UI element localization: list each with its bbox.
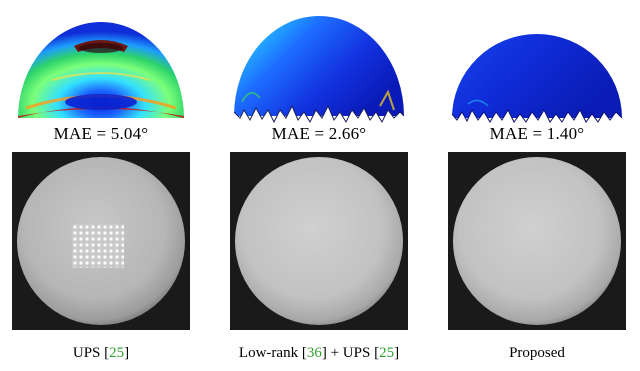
- error-map-lowrank-ups: [233, 16, 405, 124]
- panel-proposed: MAE = 1.40° Proposed: [448, 0, 626, 371]
- panel-ups: MAE = 5.04° UPS [25]: [12, 0, 190, 371]
- mae-label: MAE = 5.04°: [53, 124, 149, 143]
- rendered-sphere-ups: [12, 152, 190, 330]
- mae-label: MAE = 1.40°: [489, 124, 585, 143]
- rendered-sphere-proposed: [448, 152, 626, 330]
- caption-ups: UPS [25]: [72, 345, 130, 361]
- caption-proposed: Proposed: [509, 345, 565, 361]
- caption-lowrank-ups: Low-rank [36] + UPS [25]: [238, 345, 400, 361]
- specular-artifact: [72, 224, 124, 268]
- error-map-ups: [18, 22, 184, 118]
- rendered-sphere-lowrank-ups: [230, 152, 408, 330]
- error-map-proposed: [451, 34, 623, 124]
- mae-label: MAE = 2.66°: [271, 124, 367, 143]
- panel-lowrank-ups: MAE = 2.66° Low-rank [36] + UPS [25]: [230, 0, 408, 371]
